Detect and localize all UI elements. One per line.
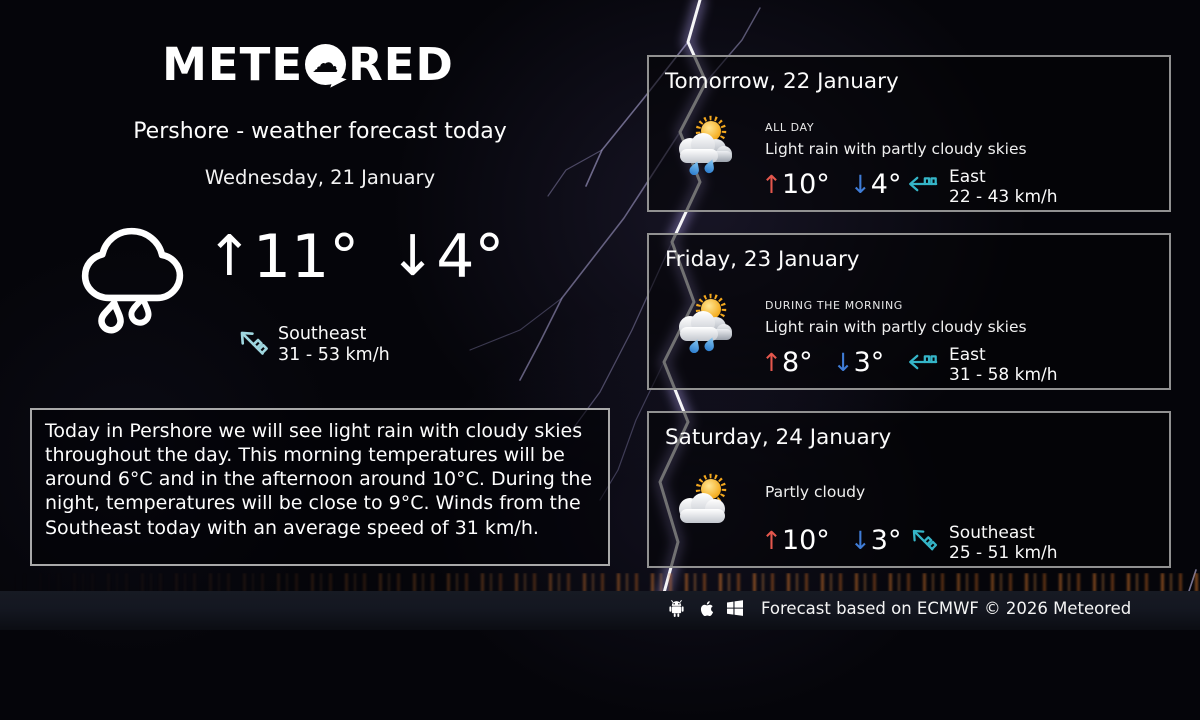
southeast-wind-barb-icon (912, 529, 938, 551)
southeast-wind-barb-icon (240, 331, 268, 355)
today-wind: Southeast 31 - 53 km/h (232, 324, 390, 365)
today-low-temp: 4° (436, 222, 505, 292)
card-wind-direction: East (949, 167, 986, 187)
card-wind-speed: 22 - 43 km/h (949, 187, 1058, 208)
card-description: Light rain with partly cloudy skies (765, 140, 1027, 158)
high-temp-arrow-icon: ↑ (761, 170, 782, 199)
logo-text-left: METE (162, 38, 304, 91)
today-high-temp: 11° (252, 222, 360, 292)
city-lights-horizon (0, 573, 1200, 592)
card-low-temp: 3° (870, 525, 902, 556)
android-icon[interactable] (668, 599, 685, 618)
high-temp-arrow-icon: ↑ (761, 348, 782, 377)
attribution-text: Forecast based on ECMWF © 2026 Meteored (761, 598, 1132, 618)
card-title: Saturday, 24 January (665, 425, 892, 450)
windows-icon[interactable] (727, 600, 743, 616)
meteored-logo[interactable]: METE ☁ RED (162, 42, 454, 87)
forecast-card-saturday[interactable]: Saturday, 24 January Partly cloudy ↑ 10° … (647, 411, 1171, 568)
rain-cloud-outline-icon (81, 227, 184, 334)
today-summary-box: Today in Pershore we will see light rain… (30, 408, 610, 566)
today-wind-speed: 31 - 53 km/h (278, 344, 390, 365)
card-wind: East 31 - 58 km/h (905, 345, 1058, 385)
east-wind-barb-icon (909, 176, 938, 192)
east-wind-barb-icon (909, 354, 938, 370)
card-wind-speed: 25 - 51 km/h (949, 543, 1058, 564)
sun-cloud-rain-icon (679, 115, 732, 175)
card-high-temp: 10° (781, 169, 830, 200)
forecast-card-tomorrow[interactable]: Tomorrow, 22 January ALL DAY Light rain … (647, 55, 1171, 212)
forecast-card-friday[interactable]: Friday, 23 January DURING THE MORNING Li… (647, 233, 1171, 390)
cloud-glyph: ☁ (311, 47, 340, 79)
card-title: Friday, 23 January (665, 247, 860, 272)
today-wind-direction: Southeast (278, 324, 367, 344)
card-wind-direction: Southeast (949, 523, 1035, 543)
card-high-temp: 8° (781, 347, 813, 378)
card-high-temp: 10° (781, 525, 830, 556)
footer: Forecast based on ECMWF © 2026 Meteored (0, 593, 1200, 623)
card-temperatures: ↑ 10° ↓ 3° (761, 525, 901, 557)
sun-cloud-rain-icon (679, 293, 732, 353)
card-wind: East 22 - 43 km/h (905, 167, 1058, 207)
card-temperatures: ↑ 10° ↓ 4° (761, 169, 901, 201)
today-summary-text: Today in Pershore we will see light rain… (45, 420, 593, 539)
today-temperatures: ↑ 11° ↓ 4° (206, 222, 504, 293)
card-wind-direction: East (949, 345, 986, 365)
card-low-temp: 4° (870, 169, 902, 200)
card-wind: Southeast 25 - 51 km/h (905, 523, 1058, 563)
card-description: Light rain with partly cloudy skies (765, 318, 1027, 336)
logo-cloud-bubble-icon: ☁ (305, 44, 347, 85)
apple-icon[interactable] (698, 599, 714, 618)
low-temp-arrow-icon: ↓ (849, 526, 871, 555)
water-horizon-band (0, 591, 1200, 630)
card-title: Tomorrow, 22 January (665, 69, 899, 94)
high-temp-arrow-icon: ↑ (761, 526, 782, 555)
card-time-caption: ALL DAY (765, 121, 815, 134)
forecast-date: Wednesday, 21 January (204, 166, 436, 189)
low-temp-arrow-icon: ↓ (389, 224, 437, 289)
sun-cloud-icon (679, 473, 727, 523)
low-temp-arrow-icon: ↓ (849, 170, 871, 199)
low-temp-arrow-icon: ↓ (832, 348, 854, 377)
high-temp-arrow-icon: ↑ (206, 224, 253, 289)
logo-text-right: RED (348, 38, 454, 91)
page-title: Pershore - weather forecast today (133, 119, 507, 144)
card-temperatures: ↑ 8° ↓ 3° (761, 347, 884, 379)
card-wind-speed: 31 - 58 km/h (949, 365, 1058, 386)
card-time-caption: DURING THE MORNING (765, 299, 903, 312)
card-low-temp: 3° (853, 347, 885, 378)
card-description: Partly cloudy (765, 483, 866, 501)
